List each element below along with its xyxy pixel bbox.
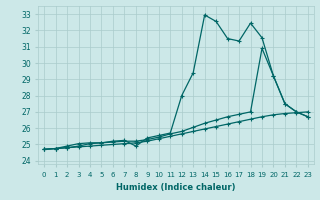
X-axis label: Humidex (Indice chaleur): Humidex (Indice chaleur) bbox=[116, 183, 236, 192]
